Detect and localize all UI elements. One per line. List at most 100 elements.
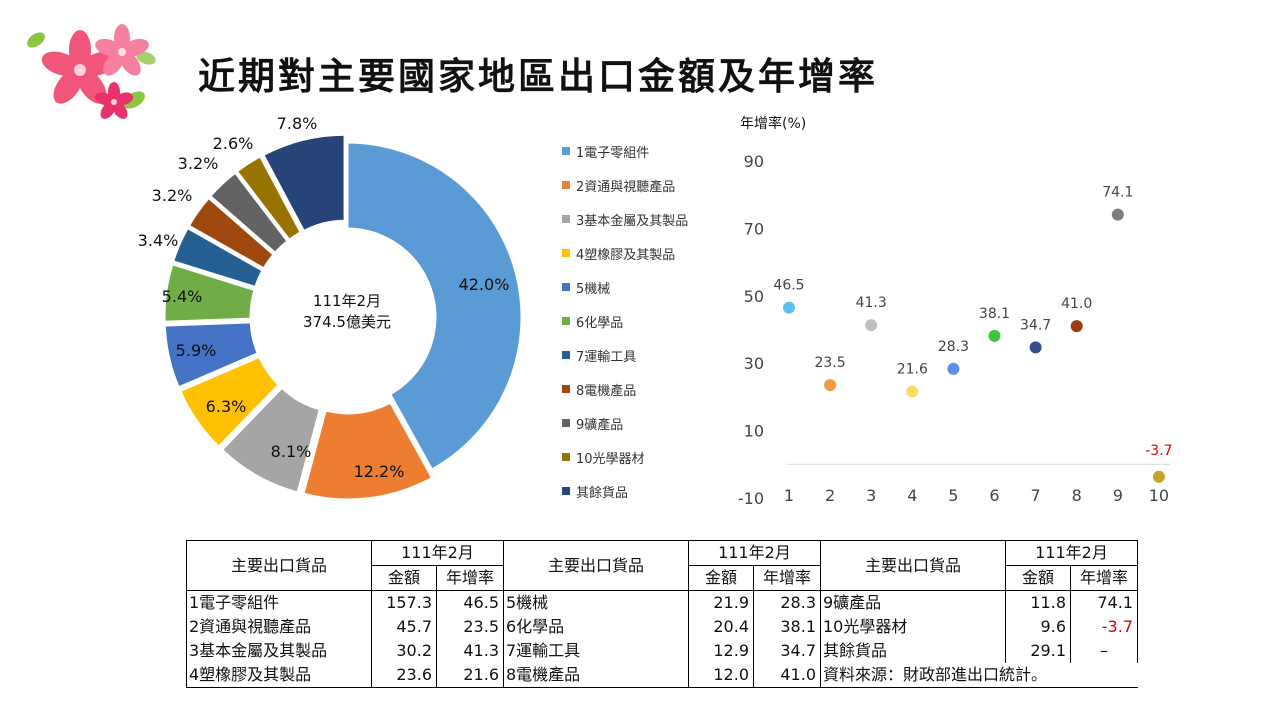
- scatter-point-label: 38.1: [979, 306, 1010, 322]
- growth-rate: 28.3: [753, 590, 821, 615]
- product-name: 8電機產品: [503, 663, 689, 688]
- scatter-x-tick-label: 4: [907, 486, 917, 505]
- legend-swatch: [562, 487, 570, 495]
- legend-item: 3基本金屬及其製品: [562, 202, 688, 236]
- legend-label: 6化學品: [576, 315, 624, 331]
- flower-decoration-icon: [27, 24, 156, 119]
- export-amount: 12.9: [688, 639, 754, 663]
- legend-item: 2資通與視聽產品: [562, 168, 688, 202]
- scatter-y-tick-label: 90: [744, 152, 764, 171]
- table-header-growth: 年增率: [1070, 565, 1138, 591]
- legend-item: 10光學器材: [562, 440, 688, 474]
- donut-slice: [186, 195, 277, 271]
- legend-label: 9礦產品: [576, 417, 624, 433]
- donut-slice-label: 2.6%: [213, 134, 254, 153]
- product-name: 7運輸工具: [503, 639, 689, 663]
- donut-slice-label: 5.9%: [176, 341, 217, 360]
- scatter-y-axis-title: 年增率(%): [740, 115, 806, 132]
- growth-rate-negative: -3.7: [1070, 615, 1138, 639]
- scatter-point-label: 34.7: [1020, 317, 1051, 333]
- data-source-note: 資料來源：財政部進出口統計。: [820, 663, 1138, 688]
- scatter-x-tick-label: 9: [1113, 486, 1123, 505]
- scatter-y-tick-label: 50: [744, 287, 764, 306]
- donut-legend: 1電子零組件 2資通與視聽產品 3基本金屬及其製品 4塑橡膠及其製品 5機械 6化學品 7運…: [562, 134, 688, 508]
- table-row: 2資通與視聽產品 45.7 23.5 6化學品 20.4 38.1 10光學器材…: [186, 615, 1138, 639]
- product-name: 1電子零組件: [186, 590, 372, 615]
- legend-item: 8電機產品: [562, 372, 688, 406]
- scatter-point: [988, 329, 1001, 342]
- legend-swatch: [562, 385, 570, 393]
- scatter-point-label: 23.5: [815, 355, 846, 371]
- table-header-amount: 金額: [1005, 565, 1071, 591]
- table-row: 3基本金屬及其製品 30.2 41.3 7運輸工具 12.9 34.7 其餘貨品…: [186, 639, 1138, 663]
- scatter-y-tick-label: 30: [744, 354, 764, 373]
- export-amount: 23.6: [371, 663, 437, 688]
- scatter-point-label: 28.3: [938, 339, 969, 355]
- legend-swatch: [562, 453, 570, 461]
- table-header-amount: 金額: [688, 565, 754, 591]
- legend-item: 1電子零組件: [562, 134, 688, 168]
- scatter-point: [865, 319, 878, 332]
- growth-rate: 41.0: [753, 663, 821, 688]
- legend-item: 7運輸工具: [562, 338, 688, 372]
- donut-chart: 42.0%12.2%8.1%6.3%5.9%5.4%3.4%3.2%3.2%2.…: [138, 114, 524, 502]
- export-amount: 20.4: [688, 615, 754, 639]
- donut-slice-label: 3.2%: [152, 186, 193, 205]
- scatter-point-label: 41.3: [856, 295, 887, 311]
- growth-scatter-chart: 年增率(%) -10 10 30 50 70 90 1 2 3 4 5 6 7 8 9 10 46.5 23.…: [738, 115, 1173, 508]
- table-header-period: 111年2月: [371, 540, 504, 566]
- legend-item: 4塑橡膠及其製品: [562, 236, 688, 270]
- donut-slice: [260, 132, 347, 234]
- legend-label: 10光學器材: [576, 451, 645, 467]
- product-name: 2資通與視聽產品: [186, 615, 372, 639]
- scatter-point-label: 46.5: [773, 278, 804, 294]
- product-name: 10光學器材: [820, 615, 1006, 639]
- donut-center-period: 111年2月: [313, 292, 381, 310]
- scatter-point: [824, 379, 837, 392]
- table-header-product: 主要出口貨品: [503, 540, 689, 591]
- growth-rate: –: [1070, 639, 1138, 663]
- export-amount: 11.8: [1005, 590, 1071, 615]
- donut-slice-label: 3.2%: [178, 154, 219, 173]
- scatter-point: [1070, 320, 1083, 333]
- legend-item: 9礦產品: [562, 406, 688, 440]
- scatter-x-tick-label: 3: [866, 486, 876, 505]
- product-name: 3基本金屬及其製品: [186, 639, 372, 663]
- legend-label: 4塑橡膠及其製品: [576, 247, 676, 263]
- donut-slice: [345, 140, 524, 473]
- export-amount: 30.2: [371, 639, 437, 663]
- legend-swatch: [562, 317, 570, 325]
- scatter-point: [1029, 341, 1042, 354]
- scatter-point-label: 21.6: [897, 362, 928, 378]
- scatter-y-tick-label: -10: [738, 489, 764, 508]
- scatter-x-tick-label: 1: [784, 486, 794, 505]
- legend-label: 3基本金屬及其製品: [576, 213, 689, 229]
- legend-label: 5機械: [576, 281, 611, 297]
- donut-slice-label: 7.8%: [277, 114, 318, 133]
- legend-swatch: [562, 419, 570, 427]
- export-amount: 9.6: [1005, 615, 1071, 639]
- product-name: 4塑橡膠及其製品: [186, 663, 372, 688]
- legend-swatch: [562, 147, 570, 155]
- scatter-point: [783, 301, 795, 314]
- product-name: 5機械: [503, 590, 689, 615]
- export-amount: 157.3: [371, 590, 437, 615]
- scatter-point-label: 41.0: [1061, 296, 1092, 312]
- table-header-period: 111年2月: [1005, 540, 1138, 566]
- growth-rate: 34.7: [753, 639, 821, 663]
- donut-slice: [301, 399, 435, 502]
- growth-rate: 23.5: [436, 615, 504, 639]
- legend-swatch: [562, 249, 570, 257]
- table-row: 4塑橡膠及其製品 23.6 21.6 8電機產品 12.0 41.0 資料來源：…: [186, 663, 1138, 688]
- legend-item: 5機械: [562, 270, 688, 304]
- product-name: 6化學品: [503, 615, 689, 639]
- donut-slice: [162, 261, 257, 324]
- export-amount: 12.0: [688, 663, 754, 688]
- legend-label: 7運輸工具: [576, 349, 637, 365]
- donut-slice-label: 8.1%: [271, 442, 312, 461]
- growth-rate: 41.3: [436, 639, 504, 663]
- product-name: 9礦產品: [820, 590, 1006, 615]
- growth-rate: 21.6: [436, 663, 504, 688]
- legend-item: 6化學品: [562, 304, 688, 338]
- legend-label: 1電子零組件: [576, 145, 650, 161]
